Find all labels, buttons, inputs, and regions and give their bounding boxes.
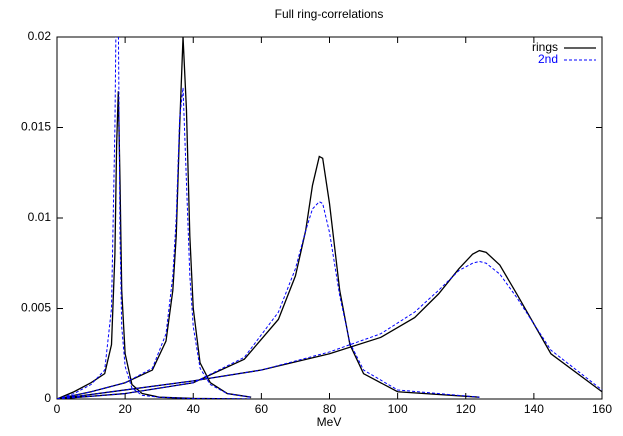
- x-axis-label: MeV: [317, 415, 342, 429]
- x-tick-label: 160: [592, 402, 612, 416]
- plot-area: [57, 37, 602, 399]
- chart-title: Full ring-correlations: [275, 7, 384, 21]
- series-line: [57, 37, 602, 399]
- y-tick-label: 0: [44, 391, 51, 405]
- x-tick-label: 0: [54, 402, 61, 416]
- x-tick-label: 100: [388, 402, 408, 416]
- x-tick-label: 140: [524, 402, 544, 416]
- y-tick-label: 0.01: [28, 210, 52, 224]
- x-tick-label: 40: [187, 402, 201, 416]
- y-tick-label: 0.02: [28, 29, 52, 43]
- legend-label: rings: [532, 40, 558, 54]
- series-line: [57, 37, 602, 399]
- x-tick-label: 80: [323, 402, 337, 416]
- y-tick-label: 0.005: [21, 301, 51, 315]
- legend-label: 2nd: [538, 52, 558, 66]
- plot-frame: [56, 36, 603, 400]
- x-tick-label: 120: [456, 402, 476, 416]
- y-tick-label: 0.015: [21, 120, 51, 134]
- x-tick-label: 60: [255, 402, 269, 416]
- x-tick-label: 20: [118, 402, 132, 416]
